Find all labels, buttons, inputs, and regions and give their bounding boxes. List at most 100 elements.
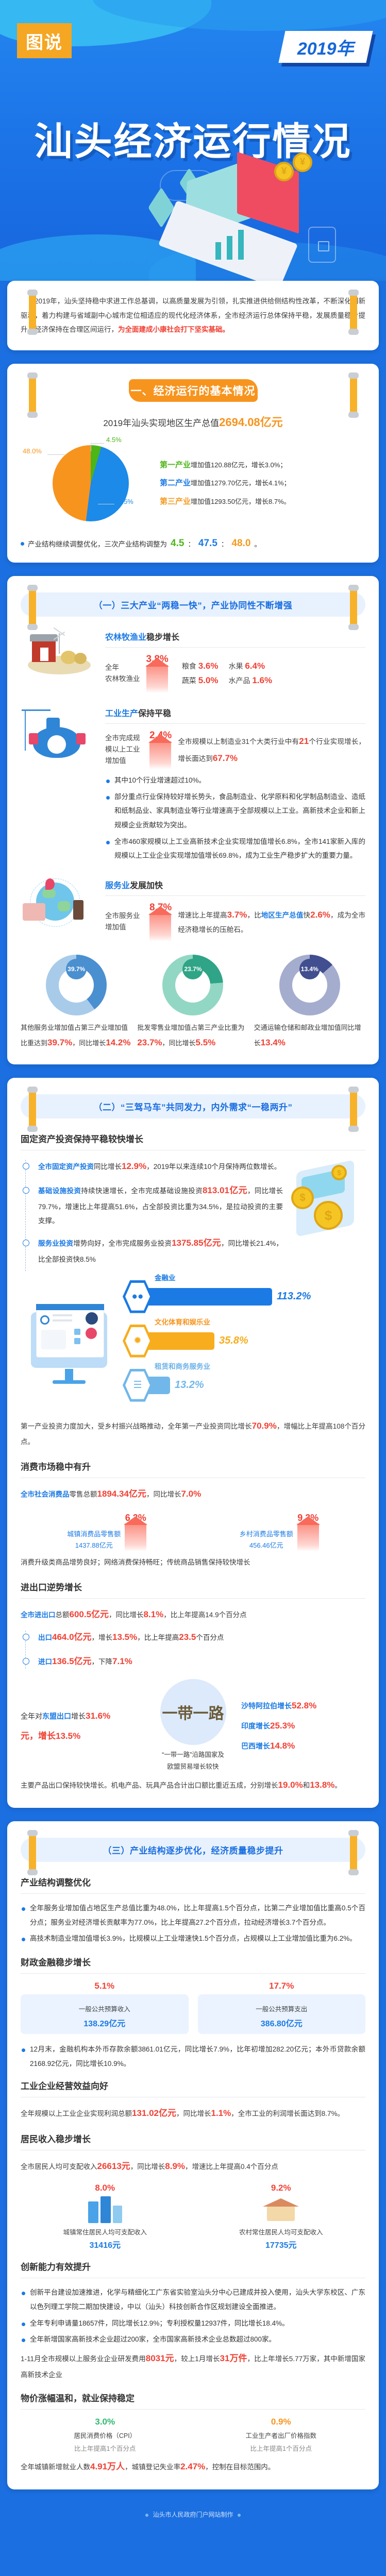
hexbar-section: 金融业 ●● 113.2% 文化体育和娱乐业 ✹ 35.8% [21, 1274, 365, 1411]
industry-bullet: 部分重点行业保持较好增长势头，食品制造业、化学原料和化学制品制造业、造纸和纸制品… [105, 790, 365, 833]
urban-consumption-amount: 1437.88亿元 [75, 1541, 113, 1549]
pie-label-secondary: 47.5% [114, 498, 133, 506]
export-item: 出口464.0亿元，增长13.5%，比上年提高23.5个百分点 [23, 1629, 365, 1647]
legend-item-tertiary: 第三产业增加值1293.50亿元，增长8.7%。 [160, 493, 365, 511]
investment-item: 基础设施投资持续快速增长，全市完成基础设施投资813.01亿元，同比增长79.7… [23, 1182, 283, 1228]
agriculture-block: 农林牧渔业稳步增长 全年 农林牧渔业 3.8% 粮食 3.6% 水果 6.4% [21, 627, 365, 693]
budget-revenue-card: 5.1% 一般公共预算收入 138.29亿元 [21, 1981, 189, 2034]
urban-income-name: 城镇常住居民人均可支配收入 [63, 2229, 147, 2236]
service-body: 服务业发展加快 全市服务业 增加值 8.7% 增速比上年提高3.7%，比地区生产… [105, 878, 365, 942]
agriculture-rows: 全年 农林牧渔业 3.8% 粮食 3.6% 水果 6.4% 蔬菜 5.0% 水产… [105, 648, 365, 693]
industry-title-hl: 工业生产 [105, 709, 139, 719]
pie-label-tertiary: 48.0% [23, 447, 42, 455]
agriculture-title-rest: 稳步增长 [146, 633, 180, 642]
finance-heading: 财政金融稳步增长 [21, 1958, 91, 1968]
industry-block: 工业生产保持平稳 全市完成规 模以上工业 增加值 2.4% 全市规模以上制造业 [21, 706, 365, 865]
hero-banner: 图说 2019年 汕头经济运行情况 ¥ ¥ [0, 0, 386, 281]
laptop-illustration: ¥ ¥ [148, 151, 340, 281]
legend-text-tertiary: 增加值1293.50亿元，增长8.7%。 [191, 497, 291, 505]
section-three-pill: （三）产业结构逐步优化，经济质量稳步提升 [21, 1837, 365, 1862]
profit-line: 全年规模以上工业企业实现利润总额131.02亿元，同比增长1.1%，全市工业的利… [21, 2108, 345, 2119]
pie-chart: 4.5% 48.0% 47.5% [21, 436, 155, 530]
agriculture-item: 水产品 1.6% [228, 675, 273, 686]
agriculture-label-line1: 全年 [105, 663, 119, 671]
clip-right [348, 585, 359, 631]
investment-timeline: 全市固定资产投资同比增长12.9%，2019年以来连续10个月保持两位数增长。 … [21, 1158, 283, 1273]
finance-cards: 5.1% 一般公共预算收入 138.29亿元 17.7% 一般公共预算支出 38… [21, 1981, 365, 2034]
farm-icon [21, 627, 98, 684]
investment-item: 服务业投资增势向好，全市完成服务业投资1375.85亿元，同比增长21.4%，比… [23, 1234, 283, 1267]
hexbars: 金融业 ●● 113.2% 文化体育和娱乐业 ✹ 35.8% [123, 1274, 365, 1411]
budget-revenue-pct: 5.1% [94, 1981, 115, 1991]
hexbar-label: 租赁和商务服务业 [155, 1362, 210, 1370]
city-icon [85, 2196, 125, 2224]
clip-right [348, 1087, 359, 1132]
primary-investment-note: 第一产业投资力度加大，受乡村振兴战略推动，全年第一产业投资同比增长70.9%，增… [21, 1420, 366, 1446]
belt-road-caption: “一带一路”沿路国家及 欧盟贸易增长较快 [162, 1751, 224, 1770]
bar-1 [215, 242, 221, 260]
section-one-card: （一）三大产业“两稳一快”，产业协同性不断增强 农林牧渔业稳步增长 [7, 576, 379, 1065]
up-arrow-icon [145, 658, 169, 693]
section-three-card: （三）产业结构逐步优化，经济质量稳步提升 产业结构调整优化 全年服务业增加值占地… [7, 1821, 379, 2490]
donut-value: 13.4% [299, 959, 320, 980]
clip-right [348, 1829, 359, 1875]
service-title-rest: 发展加快 [130, 882, 163, 891]
rural-income-value: 17735元 [265, 2241, 297, 2250]
coin-icon-1: ¥ [274, 162, 294, 181]
industry-bullet: 其中10个行业增速超过10%。 [105, 773, 365, 788]
agriculture-label: 全年 农林牧渔业 [105, 662, 140, 685]
legend-key-secondary: 第二产业 [160, 479, 191, 488]
year-badge: 2019年 [278, 31, 373, 63]
rural-income-card: 9.2% 农村常住居民人均可支配收入 17735元 [197, 2183, 366, 2250]
pie-legend: 第一产业增加值120.88亿元，增长3.0%； 第二产业增加值1279.70亿元… [160, 456, 365, 511]
coin-icon-large: $ [314, 1201, 343, 1230]
country-growth-list: 沙特阿拉伯增长52.8% 印度增长25.3% 巴西增长14.8% [241, 1696, 365, 1756]
country-growth-item: 印度增长25.3% [241, 1721, 295, 1731]
service-rows: 全市服务业 增加值 8.7% 增速比上年提高3.7%，比地区生产总值快2.6%，… [105, 896, 365, 942]
structure-ratio-line: 产业结构继续调整优化，三次产业结构调整为 4.5 ： 47.5 ： 48.0 。 [21, 538, 365, 549]
consumption-note: 消费升级类商品增势良好；网络消费保持畅旺；传统商品销售保持较快增长 [21, 1558, 250, 1566]
urban-consumption-name: 城镇消费品零售额 [67, 1530, 121, 1538]
coin-icon-small: $ [331, 1165, 347, 1181]
coin-icon-2: ¥ [293, 152, 312, 172]
service-title: 服务业发展加快 [105, 878, 365, 896]
donut-caption: 其他服务业增加值占第三产业增加值比重达到39.7%，同比增长14.2% [21, 1024, 131, 1047]
year-badge-label: 2019年 [297, 39, 354, 59]
clip-right [348, 372, 359, 418]
hexbar-value: 35.8% [219, 1335, 248, 1347]
cpi-note: 比上年提高1个百分点 [74, 2445, 136, 2453]
structure-ratio-prefix: 产业结构继续调整优化，三次产业结构调整为 [28, 540, 167, 549]
asean-export-tail: 元，增长13.5% [21, 1731, 81, 1741]
belt-road-row: 全年对东盟出口增长31.6% 元，增长13.5% 一带一路 “一带一路”沿路国家… [21, 1679, 365, 1772]
hexbar-value: 13.2% [175, 1379, 204, 1391]
donut-block: 23.7% 批发零售业增加值占第三产业比重为23.7%，同比增长5.5% [137, 955, 248, 1051]
hexbar-culture: 文化体育和娱乐业 ✹ 35.8% [123, 1318, 365, 1358]
budget-expense-pct: 17.7% [269, 1981, 294, 1991]
donut-value: 39.7% [66, 959, 87, 980]
hexbar-fill [148, 1332, 214, 1350]
income-line: 全市居民人均可支配收入26613元，同比增长8.9%，增速比上年提高0.4个百分… [21, 2161, 278, 2172]
page-footer: 汕头市人民政府门户网站制作 [0, 2503, 386, 2529]
ratio-primary: 4.5 [171, 538, 184, 549]
village-icon [261, 2196, 301, 2223]
coins-icon: ●● [123, 1280, 153, 1313]
agriculture-items: 粮食 3.6% 水果 6.4% 蔬菜 5.0% 水产品 1.6% [182, 661, 272, 686]
country-growth-item: 巴西增长14.8% [241, 1741, 295, 1751]
ppi-note: 比上年提高1个百分点 [250, 2445, 312, 2453]
bar-3 [238, 230, 244, 260]
industry-note: 全市规模以上制造业31个大类行业中有21个行业实现增长，增长面达到67.7% [178, 736, 366, 764]
agriculture-item: 蔬菜 5.0% [181, 675, 219, 686]
service-label: 全市服务业 增加值 [105, 911, 140, 931]
content-stack: 2019年，汕头坚持稳中求进工作总基调，以高质量发展为引领，扎实推进供给侧结构性… [0, 281, 386, 2490]
gdp-value: 2694.08亿元 [219, 416, 283, 429]
industry-label: 全市完成规 模以上工业 增加值 [105, 734, 140, 765]
section-two-card: （二）“三驾马车”共同发力，内外需求“一稳两升” 固定资产投资保持平稳较快增长 … [7, 1078, 379, 1808]
bar-2 [227, 236, 232, 260]
investment-item: 全市固定资产投资同比增长12.9%，2019年以来连续10个月保持两位数增长。 [23, 1158, 283, 1176]
industry-body: 工业生产保持平稳 全市完成规 模以上工业 增加值 2.4% 全市规模以上制造业 [105, 706, 365, 865]
legend-text-secondary: 增加值1279.70亿元，增长4.1%； [191, 479, 291, 487]
pie-slices [53, 445, 129, 522]
cpi-pct: 3.0% [95, 2417, 115, 2427]
